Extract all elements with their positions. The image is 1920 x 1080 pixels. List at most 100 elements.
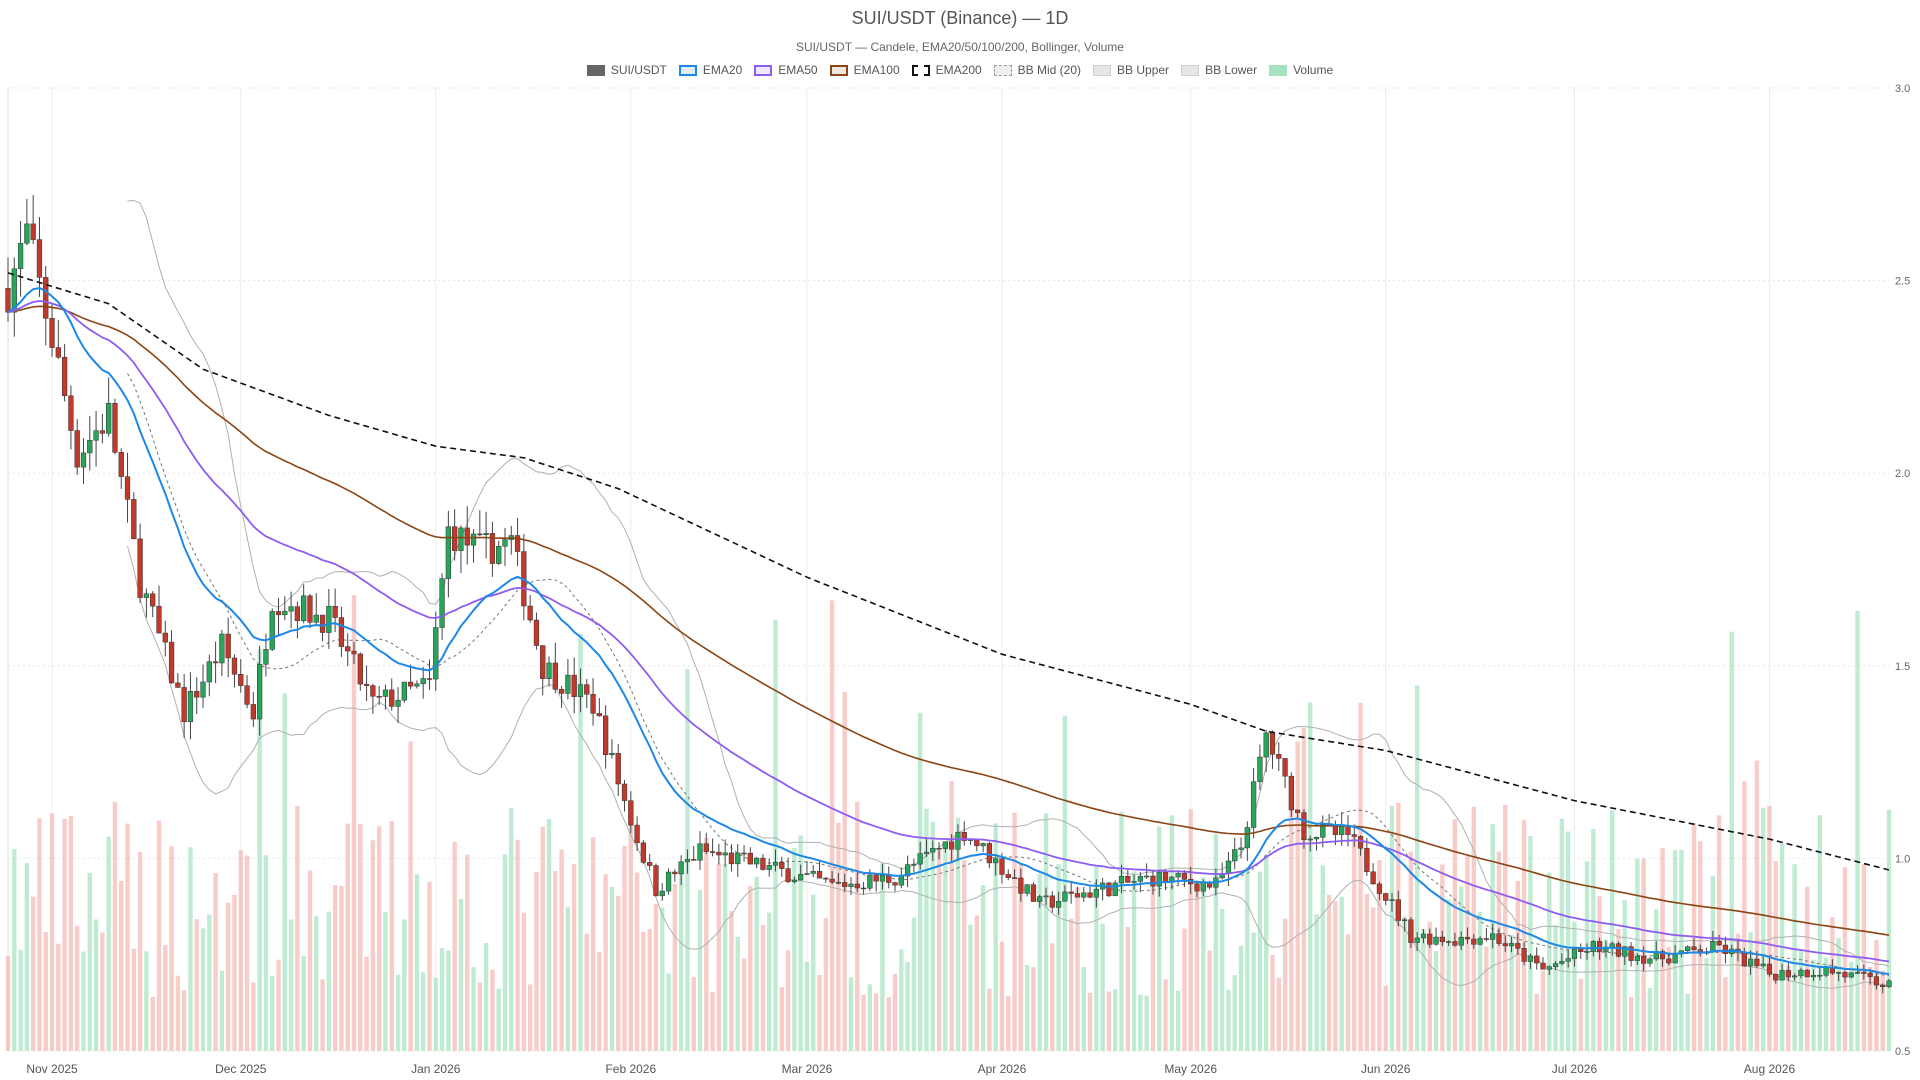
candle-body (1383, 893, 1389, 901)
volume-bar (1471, 806, 1476, 1051)
volume-bar (968, 924, 973, 1051)
volume-bar (1553, 925, 1558, 1051)
volume-bar (1855, 610, 1860, 1051)
candle-body (621, 783, 628, 801)
candle-body (1515, 943, 1521, 949)
volume-bar (590, 837, 596, 1051)
candle-body (1389, 899, 1395, 901)
legend-item-8[interactable]: Volume (1269, 63, 1333, 77)
candle-body (1496, 933, 1502, 944)
volume-bar (1100, 923, 1105, 1051)
candle-body (1546, 966, 1552, 970)
volume-bar (1685, 993, 1690, 1051)
candle-body (1445, 941, 1452, 943)
volume-bar (1138, 994, 1143, 1051)
legend-swatch-icon (1269, 64, 1288, 76)
candle-body (1250, 781, 1257, 828)
volume-bar (465, 854, 470, 1051)
legend-item-2[interactable]: EMA50 (754, 63, 818, 77)
chart-title: SUI/USDT (Binance) — 1D (851, 8, 1069, 28)
candle-body (892, 882, 898, 886)
legend-item-3[interactable]: EMA100 (829, 63, 900, 77)
volume-bar (1257, 871, 1263, 1051)
volume-bar (496, 988, 501, 1051)
volume-bar (1578, 978, 1583, 1051)
volume-bar (175, 975, 181, 1051)
candle-body (936, 848, 942, 850)
candle-body (659, 890, 665, 897)
candle-body (1861, 972, 1867, 974)
candle-body (1477, 938, 1483, 945)
volume-bar (345, 823, 350, 1051)
volume-bar (678, 862, 684, 1051)
legend-item-1[interactable]: EMA20 (678, 63, 742, 77)
volume-bar (1654, 909, 1659, 1051)
candle-body (168, 641, 175, 684)
candle-body (257, 664, 263, 720)
candle-body (1747, 958, 1754, 967)
legend-item-5[interactable]: BB Mid (20) (993, 63, 1081, 77)
candle-body (269, 611, 275, 650)
candle-body (1055, 901, 1062, 908)
candle-body (716, 851, 722, 856)
candle-body (301, 595, 307, 621)
candle-body (1779, 970, 1785, 981)
volume-bar (1282, 918, 1288, 1051)
candle-body (1867, 973, 1873, 977)
y-tick-label: 0.5 (1895, 1046, 1910, 1058)
candle-body (1854, 972, 1861, 974)
candle-body (74, 430, 80, 468)
candle-body (1647, 958, 1653, 964)
volume-bar (855, 801, 860, 1051)
candle-body (898, 875, 904, 886)
volume-bar (1081, 966, 1086, 1051)
candle-body (5, 288, 11, 313)
volume-bar (471, 967, 476, 1051)
volume-bar (1817, 815, 1822, 1051)
candle-body (1408, 919, 1414, 943)
legend-item-6[interactable]: BB Upper (1093, 63, 1169, 77)
candle-body (533, 619, 540, 646)
volume-bar (169, 846, 174, 1051)
candle-body (124, 476, 131, 500)
y-tick-label: 1.5 (1895, 661, 1910, 673)
volume-bar (1364, 893, 1370, 1051)
volume-bar (1767, 805, 1772, 1051)
volume-bar (905, 962, 910, 1051)
volume-bar (1295, 741, 1300, 1051)
volume-bar (647, 929, 652, 1051)
volume-bar (804, 961, 810, 1051)
candle-body (458, 527, 464, 551)
candle-body (1137, 876, 1144, 882)
candle-body (1175, 873, 1181, 878)
candle-body (17, 242, 24, 269)
candle-body (527, 605, 533, 621)
candle-body (118, 452, 124, 477)
candle-body (1785, 970, 1791, 978)
bb-lower-line (127, 545, 1890, 989)
candle-body (244, 685, 250, 705)
volume-bar (1723, 977, 1728, 1051)
volume-bar (251, 982, 256, 1051)
candle-body (986, 843, 993, 864)
volume-bar (1823, 957, 1829, 1051)
legend-item-4[interactable]: EMA200 (911, 63, 982, 77)
volume-bar (18, 949, 23, 1051)
volume-bar (219, 970, 225, 1051)
volume-bar (364, 956, 369, 1051)
candle-body (1181, 873, 1188, 880)
candle-body (489, 533, 496, 564)
volume-bar (1144, 995, 1149, 1051)
legend-item-7[interactable]: BB Lower (1181, 63, 1257, 77)
candle-body (842, 882, 848, 887)
legend-item-0[interactable]: SUI/USDT (586, 63, 667, 77)
candle-body (1716, 941, 1722, 946)
candle-body (238, 674, 244, 686)
candle-body (1754, 958, 1760, 967)
volume-bar (452, 841, 457, 1051)
x-tick-label: Nov 2025 (26, 1062, 78, 1076)
volume-bar (414, 874, 420, 1051)
volume-bar (408, 741, 413, 1051)
volume-bar (1050, 943, 1055, 1051)
candle-body (766, 865, 772, 870)
